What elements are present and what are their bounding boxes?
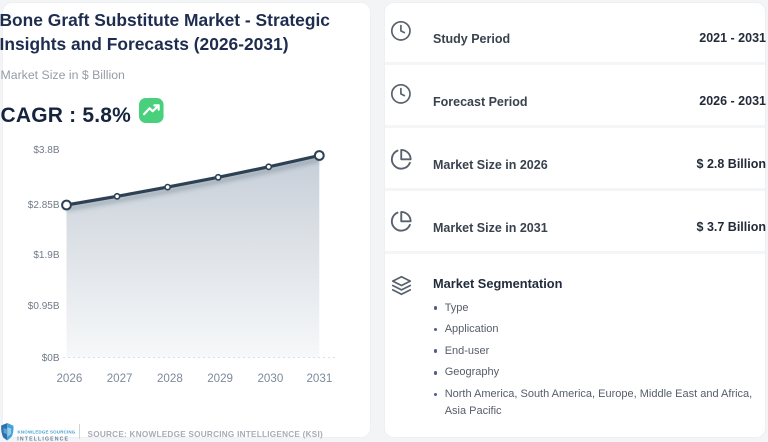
svg-text:INTELLIGENCE: INTELLIGENCE: [17, 436, 69, 442]
svg-text:KNOWLEDGE SOURCING: KNOWLEDGE SOURCING: [18, 430, 76, 435]
